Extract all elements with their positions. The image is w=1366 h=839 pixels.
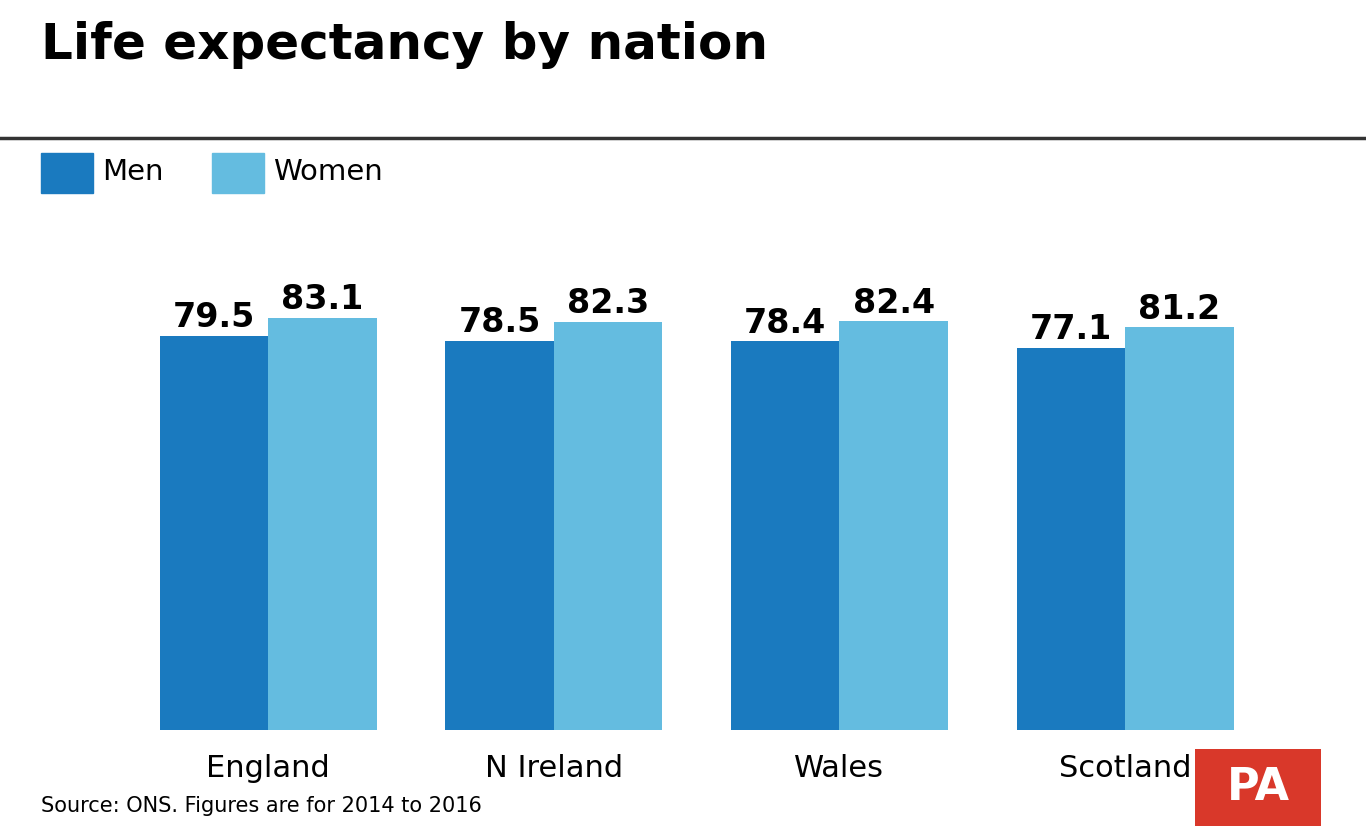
- Text: 78.4: 78.4: [744, 307, 826, 340]
- Text: 82.4: 82.4: [852, 287, 934, 320]
- Bar: [160, 336, 268, 730]
- Bar: [445, 341, 553, 730]
- Bar: [840, 321, 948, 730]
- Text: 82.3: 82.3: [567, 288, 649, 320]
- Text: Source: ONS. Figures are for 2014 to 2016: Source: ONS. Figures are for 2014 to 201…: [41, 795, 482, 816]
- Bar: [268, 318, 377, 730]
- Text: PA: PA: [1227, 766, 1290, 810]
- Bar: [731, 341, 840, 730]
- Text: 78.5: 78.5: [459, 306, 541, 339]
- Text: 77.1: 77.1: [1030, 313, 1112, 347]
- Text: 79.5: 79.5: [172, 301, 255, 334]
- Text: 81.2: 81.2: [1138, 293, 1220, 326]
- Bar: [553, 322, 663, 730]
- Bar: [1016, 347, 1126, 730]
- Text: Life expectancy by nation: Life expectancy by nation: [41, 21, 768, 69]
- Text: Women: Women: [273, 158, 382, 186]
- Text: Men: Men: [102, 158, 164, 186]
- Text: 83.1: 83.1: [281, 284, 363, 316]
- Bar: [1126, 327, 1233, 730]
